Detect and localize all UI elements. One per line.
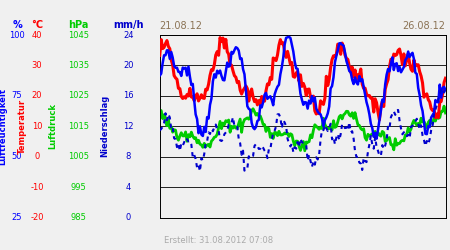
- Text: 25: 25: [12, 213, 22, 222]
- Text: 75: 75: [12, 91, 22, 100]
- Text: hPa: hPa: [68, 20, 89, 30]
- Text: 985: 985: [71, 213, 87, 222]
- Text: 1025: 1025: [68, 91, 89, 100]
- Text: -10: -10: [30, 182, 44, 192]
- Text: 40: 40: [32, 30, 42, 40]
- Text: 26.08.12: 26.08.12: [402, 21, 446, 31]
- Text: 4: 4: [126, 182, 131, 192]
- Text: 24: 24: [123, 30, 134, 40]
- Text: 1015: 1015: [68, 122, 89, 131]
- Text: 995: 995: [71, 182, 86, 192]
- Text: 100: 100: [9, 30, 25, 40]
- Text: Luftfeuchtigkeit: Luftfeuchtigkeit: [0, 88, 7, 165]
- Text: 30: 30: [32, 61, 42, 70]
- Text: °C: °C: [31, 20, 43, 30]
- Text: mm/h: mm/h: [113, 20, 144, 30]
- Text: Luftdruck: Luftdruck: [49, 103, 58, 149]
- Text: 0: 0: [34, 152, 40, 161]
- Text: 12: 12: [123, 122, 134, 131]
- Text: 0: 0: [126, 213, 131, 222]
- Text: Niederschlag: Niederschlag: [100, 95, 109, 158]
- Text: 1045: 1045: [68, 30, 89, 40]
- Text: -20: -20: [30, 213, 44, 222]
- Text: 8: 8: [126, 152, 131, 161]
- Text: 20: 20: [123, 61, 134, 70]
- Text: 1035: 1035: [68, 61, 89, 70]
- Text: Temperatur: Temperatur: [18, 99, 27, 154]
- Text: 16: 16: [123, 91, 134, 100]
- Text: %: %: [12, 20, 22, 30]
- Text: Erstellt: 31.08.2012 07:08: Erstellt: 31.08.2012 07:08: [164, 236, 274, 245]
- Text: 1005: 1005: [68, 152, 89, 161]
- Text: 50: 50: [12, 152, 22, 161]
- Text: 20: 20: [32, 91, 42, 100]
- Text: 10: 10: [32, 122, 42, 131]
- Text: 21.08.12: 21.08.12: [160, 21, 203, 31]
